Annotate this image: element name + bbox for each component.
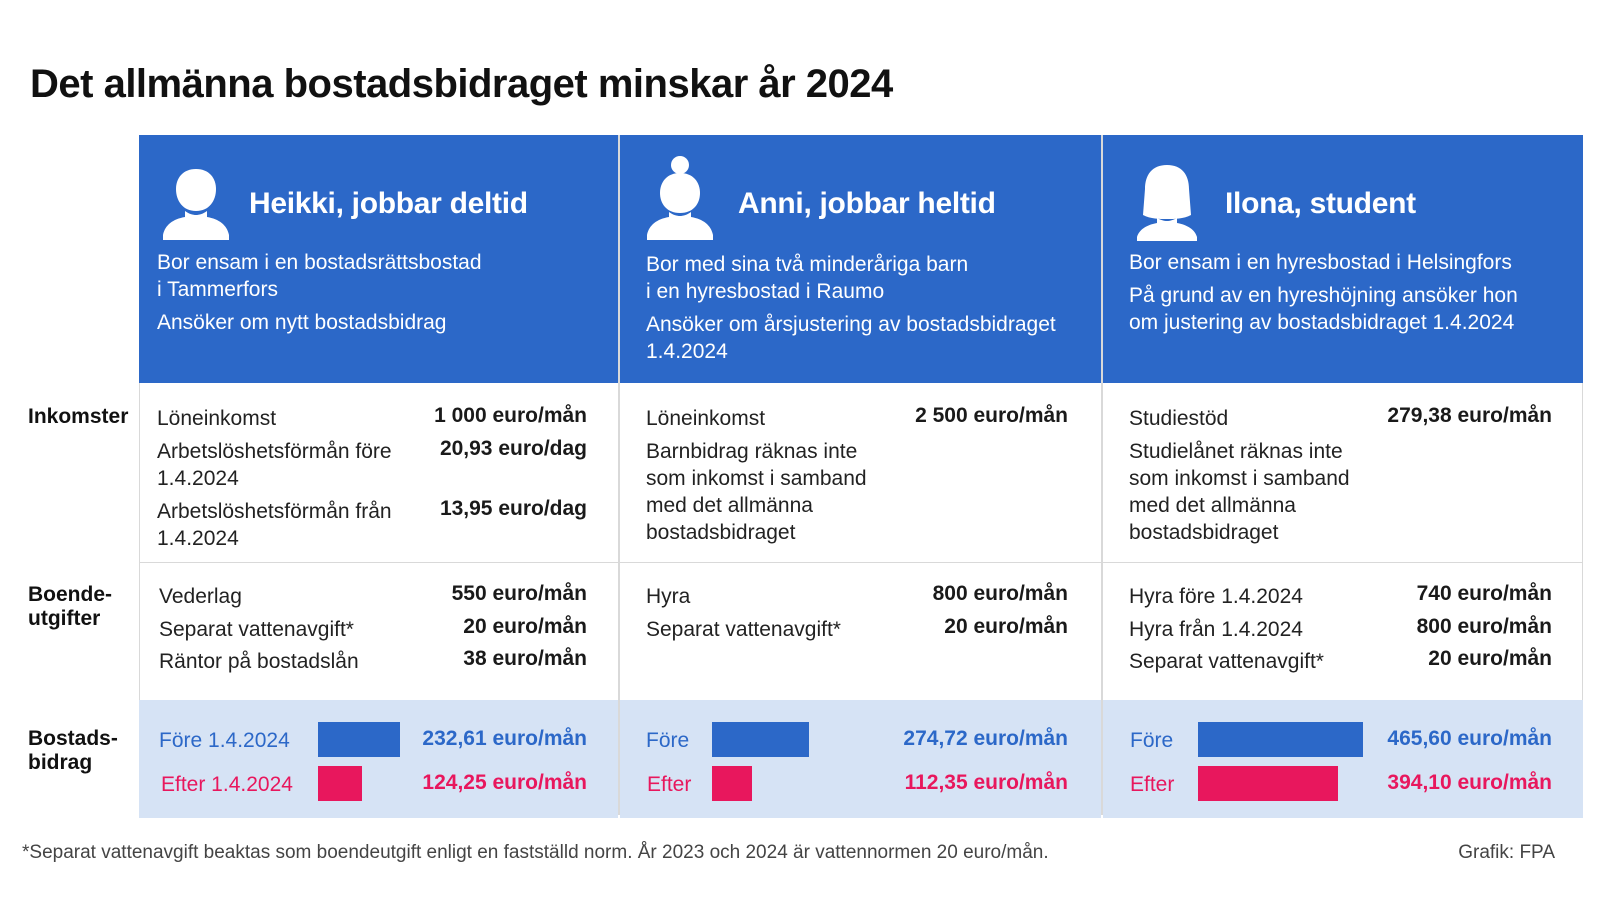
benefit-before-value: 232,61 euro/mån [422, 727, 587, 750]
person-hair-bun-icon [647, 156, 713, 240]
person-header-ilona: Ilona, student Bor ensam i en hyresbosta… [1103, 135, 1583, 383]
housing-item: Räntor på bostadslån [159, 650, 359, 673]
footnote: *Separat vattenavgift beaktas som boende… [22, 842, 1049, 863]
benefit-after-value: 394,10 euro/mån [1387, 771, 1552, 794]
income-value: 13,95 euro/dag [439, 497, 587, 520]
housing-item: Separat vattenavgift* [159, 618, 354, 641]
benefit-before-value: 274,72 euro/mån [903, 727, 1068, 750]
benefit-before-label: Före [1130, 729, 1174, 752]
income-value: 2 500 euro/mån [915, 404, 1068, 427]
benefit-before-label: Före 1.4.2024 [159, 729, 290, 752]
housing-value: 20 euro/mån [463, 615, 587, 638]
housing-item: Hyra från 1.4.2024 [1129, 618, 1303, 641]
benefit-after-label: Efter [1130, 773, 1175, 796]
benefit-after-bar [712, 766, 752, 801]
housing-item: Hyra [646, 585, 691, 608]
income-item: Löneinkomst [646, 407, 766, 430]
income-value: 1 000 euro/mån [434, 404, 587, 427]
benefit-after-bar [1198, 766, 1338, 801]
person-description: Bor ensam i en hyresbostad i Helsingfors… [1129, 251, 1518, 334]
income-note: Barnbidrag räknas inte som inkomst i sam… [646, 440, 867, 544]
row-label-benefit: Bostads- bidrag [28, 727, 118, 774]
housing-value: 20 euro/mån [1428, 647, 1552, 670]
person-short-hair-icon [163, 169, 229, 240]
benefit-band-2 [620, 700, 1101, 818]
person-name: Heikki, jobbar deltid [249, 187, 528, 220]
benefit-band-1 [139, 700, 618, 818]
benefit-before-bar [318, 722, 401, 757]
housing-value: 550 euro/mån [451, 582, 587, 605]
benefit-after-label: Efter 1.4.2024 [161, 773, 293, 796]
page-title: Det allmänna bostadsbidraget minskar år … [30, 62, 893, 106]
housing-item: Hyra före 1.4.2024 [1129, 585, 1303, 608]
income-item: Arbetslöshetsförmån från 1.4.2024 [157, 500, 392, 550]
housing-value: 800 euro/mån [1416, 615, 1552, 638]
benefit-after-value: 112,35 euro/mån [904, 771, 1068, 794]
column-divider [618, 135, 620, 815]
benefit-before-label: Före [646, 729, 690, 752]
housing-value: 20 euro/mån [944, 615, 1068, 638]
benefit-after-label: Efter [647, 773, 692, 796]
income-note: Studielånet räknas inte som inkomst i sa… [1129, 440, 1350, 544]
person-name: Anni, jobbar heltid [738, 187, 996, 220]
income-item: Löneinkomst [157, 407, 277, 430]
benefit-before-value: 465,60 euro/mån [1387, 727, 1552, 750]
person-long-hair-icon [1137, 165, 1197, 241]
housing-item: Separat vattenavgift* [646, 618, 841, 641]
benefit-band-3 [1103, 700, 1583, 818]
person-header-heikki: Heikki, jobbar deltid Bor ensam i en bos… [139, 135, 618, 383]
column-divider [1101, 135, 1103, 815]
table-left-border [139, 383, 140, 700]
housing-value: 740 euro/mån [1416, 582, 1552, 605]
income-value: 279,38 euro/mån [1387, 404, 1552, 427]
housing-value: 800 euro/mån [932, 582, 1068, 605]
table-right-border [1582, 383, 1583, 700]
benefit-after-value: 124,25 euro/mån [422, 771, 587, 794]
housing-value: 38 euro/mån [463, 647, 587, 670]
income-value: 20,93 euro/dag [439, 437, 587, 460]
credit: Grafik: FPA [1458, 842, 1555, 863]
income-item: Arbetslöshetsförmån före 1.4.2024 [157, 440, 392, 490]
housing-item: Vederlag [159, 585, 242, 608]
person-header-anni: Anni, jobbar heltid Bor med sina två min… [620, 135, 1101, 383]
divider-income-housing [139, 562, 1583, 563]
income-item: Studiestöd [1129, 407, 1229, 430]
person-description: Bor ensam i en bostadsrättsbostad i Tamm… [157, 251, 482, 334]
row-label-income: Inkomster [28, 405, 129, 428]
benefit-before-bar [712, 722, 810, 757]
person-description: Bor med sina två minderåriga barn i en h… [646, 253, 1056, 363]
benefit-after-bar [318, 766, 363, 801]
housing-item: Separat vattenavgift* [1129, 650, 1324, 673]
row-label-housing: Boende- utgifter [28, 583, 112, 630]
benefit-before-bar [1198, 722, 1363, 757]
person-name: Ilona, student [1225, 187, 1416, 220]
